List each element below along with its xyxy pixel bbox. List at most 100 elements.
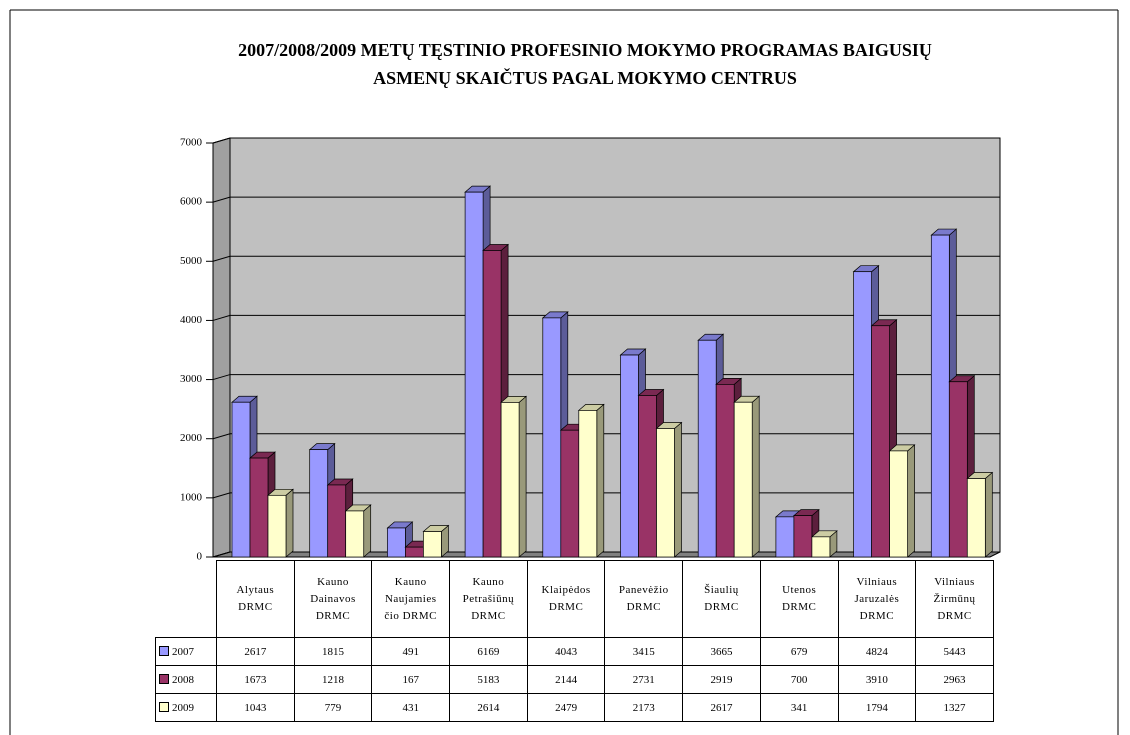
bar	[638, 395, 657, 558]
x-tick-label: Alytaus DRMC	[216, 560, 295, 638]
value-cell: 1815	[293, 637, 373, 666]
legend-swatch	[159, 701, 169, 712]
x-tick-label: Vilniaus Žirmūnų DRMC	[915, 560, 994, 638]
legend-cell: 2009	[155, 693, 217, 722]
value-cell: 1794	[837, 693, 917, 722]
grid-line	[212, 137, 1000, 144]
legend-swatch	[159, 673, 169, 684]
x-tick-label: Kauno Dainavos DRMC	[293, 560, 373, 638]
value-cell: 2144	[526, 665, 606, 694]
y-tick-label: 3000	[180, 373, 203, 385]
value-cell: 5443	[915, 637, 994, 666]
y-tick-label: 6000	[180, 196, 203, 208]
value-cell: 4824	[837, 637, 917, 666]
x-tick-label: Klaipėdos DRMC	[526, 560, 606, 638]
legend-cell: 2008	[155, 665, 217, 694]
x-tick-label: Utenos DRMC	[759, 560, 839, 638]
series-row: 2008 1673 1218 167 5183 2144 2731 2919 700 3910 29…	[155, 665, 994, 694]
legend-cell: 2007	[155, 637, 217, 666]
bar	[948, 381, 968, 558]
bar	[733, 401, 753, 558]
bar	[482, 250, 502, 558]
value-cell: 341	[759, 693, 839, 722]
bar-side	[674, 421, 682, 558]
bar-side	[285, 488, 294, 558]
bar	[656, 428, 675, 558]
bar	[715, 384, 735, 558]
grid-line	[212, 196, 1000, 203]
x-tick-label: Šiaulių DRMC	[682, 560, 761, 638]
bar-side	[518, 395, 527, 558]
category-row: Alytaus DRMC Kauno Dainavos DRMC Kauno Nau…	[156, 560, 994, 638]
bar	[387, 527, 406, 558]
side-wall	[212, 137, 231, 558]
value-cell: 6169	[449, 637, 528, 666]
bar	[500, 402, 520, 558]
x-tick-label: Panevėžio DRMC	[604, 560, 684, 638]
bar	[249, 457, 269, 558]
legend-swatch	[159, 645, 169, 656]
data-table: Alytaus DRMC Kauno Dainavos DRMC Kauno Nau…	[155, 560, 994, 722]
y-tick-label: 5000	[180, 255, 203, 267]
y-tick-label: 2000	[180, 432, 203, 444]
bar	[345, 510, 365, 558]
grid-line	[212, 255, 1000, 262]
bar	[697, 339, 717, 558]
bar	[793, 515, 813, 558]
bar	[464, 191, 484, 558]
value-cell: 2617	[216, 637, 295, 666]
x-tick-label: Kauno Petrašiūnų DRMC	[449, 560, 528, 638]
legend-label: 2007	[172, 645, 194, 658]
bar	[231, 401, 251, 558]
legend-label: 2009	[172, 701, 194, 714]
bar	[853, 271, 872, 558]
bar-side	[984, 471, 993, 558]
value-cell: 2919	[682, 665, 761, 694]
value-cell: 779	[293, 693, 373, 722]
grid-line	[212, 314, 1000, 321]
value-cell: 2731	[604, 665, 684, 694]
series-row: 2007 2617 1815 491 6169 4043 3415 3665 679 4824 54…	[155, 637, 994, 666]
bar-side	[907, 444, 915, 558]
value-cell: 679	[759, 637, 839, 666]
value-cell: 1327	[915, 693, 994, 722]
x-tick-label: Vilniaus Jaruzalės DRMC	[837, 560, 917, 638]
bar	[542, 317, 562, 558]
bar	[309, 449, 329, 558]
value-cell: 5183	[449, 665, 528, 694]
value-cell: 2173	[604, 693, 684, 722]
chart-title: 2007/2008/2009 METŲ TĘSTINIO PROFESINIO …	[238, 40, 932, 88]
y-tick-label: 7000	[180, 137, 203, 149]
blank-cell	[156, 561, 217, 638]
value-cell: 700	[759, 665, 839, 694]
value-cell: 3665	[682, 637, 761, 666]
value-cell: 1218	[293, 665, 373, 694]
bar	[775, 516, 795, 558]
bar	[578, 410, 598, 558]
value-cell: 491	[371, 637, 451, 666]
value-cell: 3415	[604, 637, 684, 666]
value-cell: 4043	[526, 637, 606, 666]
y-tick-label: 0	[197, 551, 203, 563]
bar	[966, 478, 986, 558]
bar	[871, 325, 890, 558]
legend-label: 2008	[172, 673, 194, 686]
value-cell: 2614	[449, 693, 528, 722]
grid-line	[212, 374, 1000, 381]
bar-side	[363, 504, 372, 558]
x-tick-label: Kauno Naujamies čio DRMC	[371, 560, 451, 638]
bar-side	[596, 403, 605, 558]
bar-side	[751, 395, 760, 558]
bar	[560, 429, 580, 558]
value-cell: 2617	[682, 693, 761, 722]
value-cell: 1673	[216, 665, 295, 694]
bar	[267, 494, 287, 558]
value-cell: 2479	[526, 693, 606, 722]
bar	[930, 234, 950, 558]
y-tick-label: 1000	[180, 491, 203, 503]
value-cell: 1043	[216, 693, 295, 722]
bar	[620, 354, 639, 558]
value-cell: 3910	[837, 665, 917, 694]
